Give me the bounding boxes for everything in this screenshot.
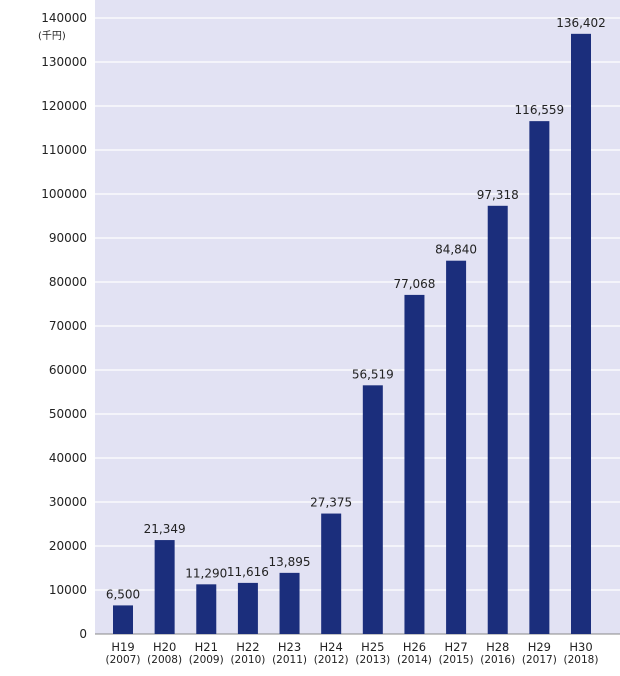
x-year-label: (2014) [397, 654, 432, 666]
bar [113, 605, 133, 634]
x-category-label: H27 [444, 640, 467, 654]
y-tick-label: 60000 [49, 363, 87, 377]
bar [446, 261, 466, 634]
x-category-label: H29 [528, 640, 551, 654]
data-label: 77,068 [393, 277, 435, 291]
y-tick-label: 10000 [49, 583, 87, 597]
y-tick-label: 20000 [49, 539, 87, 553]
x-category-label: H20 [153, 640, 176, 654]
y-tick-label: 110000 [41, 143, 87, 157]
y-tick-label: 80000 [49, 275, 87, 289]
y-tick-label: 100000 [41, 187, 87, 201]
bar [238, 583, 258, 634]
x-year-label: (2016) [480, 654, 515, 666]
data-label: 116,559 [515, 103, 565, 117]
y-tick-label: 140000 [41, 11, 87, 25]
y-tick-label: 90000 [49, 231, 87, 245]
x-category-label: H24 [320, 640, 343, 654]
bar [404, 295, 424, 634]
x-year-label: (2011) [272, 654, 307, 666]
unit-label: (千円) [38, 27, 66, 42]
data-label: 136,402 [556, 16, 606, 30]
y-tick-label: 130000 [41, 55, 87, 69]
bar [155, 540, 175, 634]
x-year-label: (2018) [564, 654, 599, 666]
x-year-label: (2007) [106, 654, 141, 666]
x-category-label: H30 [569, 640, 592, 654]
bar [529, 121, 549, 634]
x-category-label: H23 [278, 640, 301, 654]
y-tick-label: 30000 [49, 495, 87, 509]
y-tick-label: 70000 [49, 319, 87, 333]
x-year-label: (2008) [147, 654, 182, 666]
x-category-label: H22 [236, 640, 259, 654]
y-tick-label: 40000 [49, 451, 87, 465]
x-year-label: (2009) [189, 654, 224, 666]
y-tick-label: 120000 [41, 99, 87, 113]
x-category-label: H19 [111, 640, 134, 654]
bar [196, 584, 216, 634]
data-label: 97,318 [477, 188, 519, 202]
x-year-label: (2012) [314, 654, 349, 666]
x-category-label: H25 [361, 640, 384, 654]
x-category-label: H21 [195, 640, 218, 654]
bar [321, 514, 341, 634]
bar [363, 385, 383, 634]
y-tick-label: 50000 [49, 407, 87, 421]
bar [488, 206, 508, 634]
x-year-label: (2010) [230, 654, 265, 666]
bar [280, 573, 300, 634]
data-label: 11,290 [185, 566, 227, 580]
bar [571, 34, 591, 634]
data-label: 11,616 [227, 565, 269, 579]
data-label: 6,500 [106, 587, 140, 601]
data-label: 27,375 [310, 496, 352, 510]
data-label: 21,349 [144, 522, 186, 536]
data-label: 84,840 [435, 243, 477, 257]
y-tick-label: 0 [79, 627, 87, 641]
x-year-label: (2017) [522, 654, 557, 666]
data-label: 13,895 [269, 555, 311, 569]
x-year-label: (2013) [355, 654, 390, 666]
data-label: 56,519 [352, 367, 394, 381]
x-year-label: (2015) [439, 654, 474, 666]
x-category-label: H28 [486, 640, 509, 654]
x-category-label: H26 [403, 640, 426, 654]
